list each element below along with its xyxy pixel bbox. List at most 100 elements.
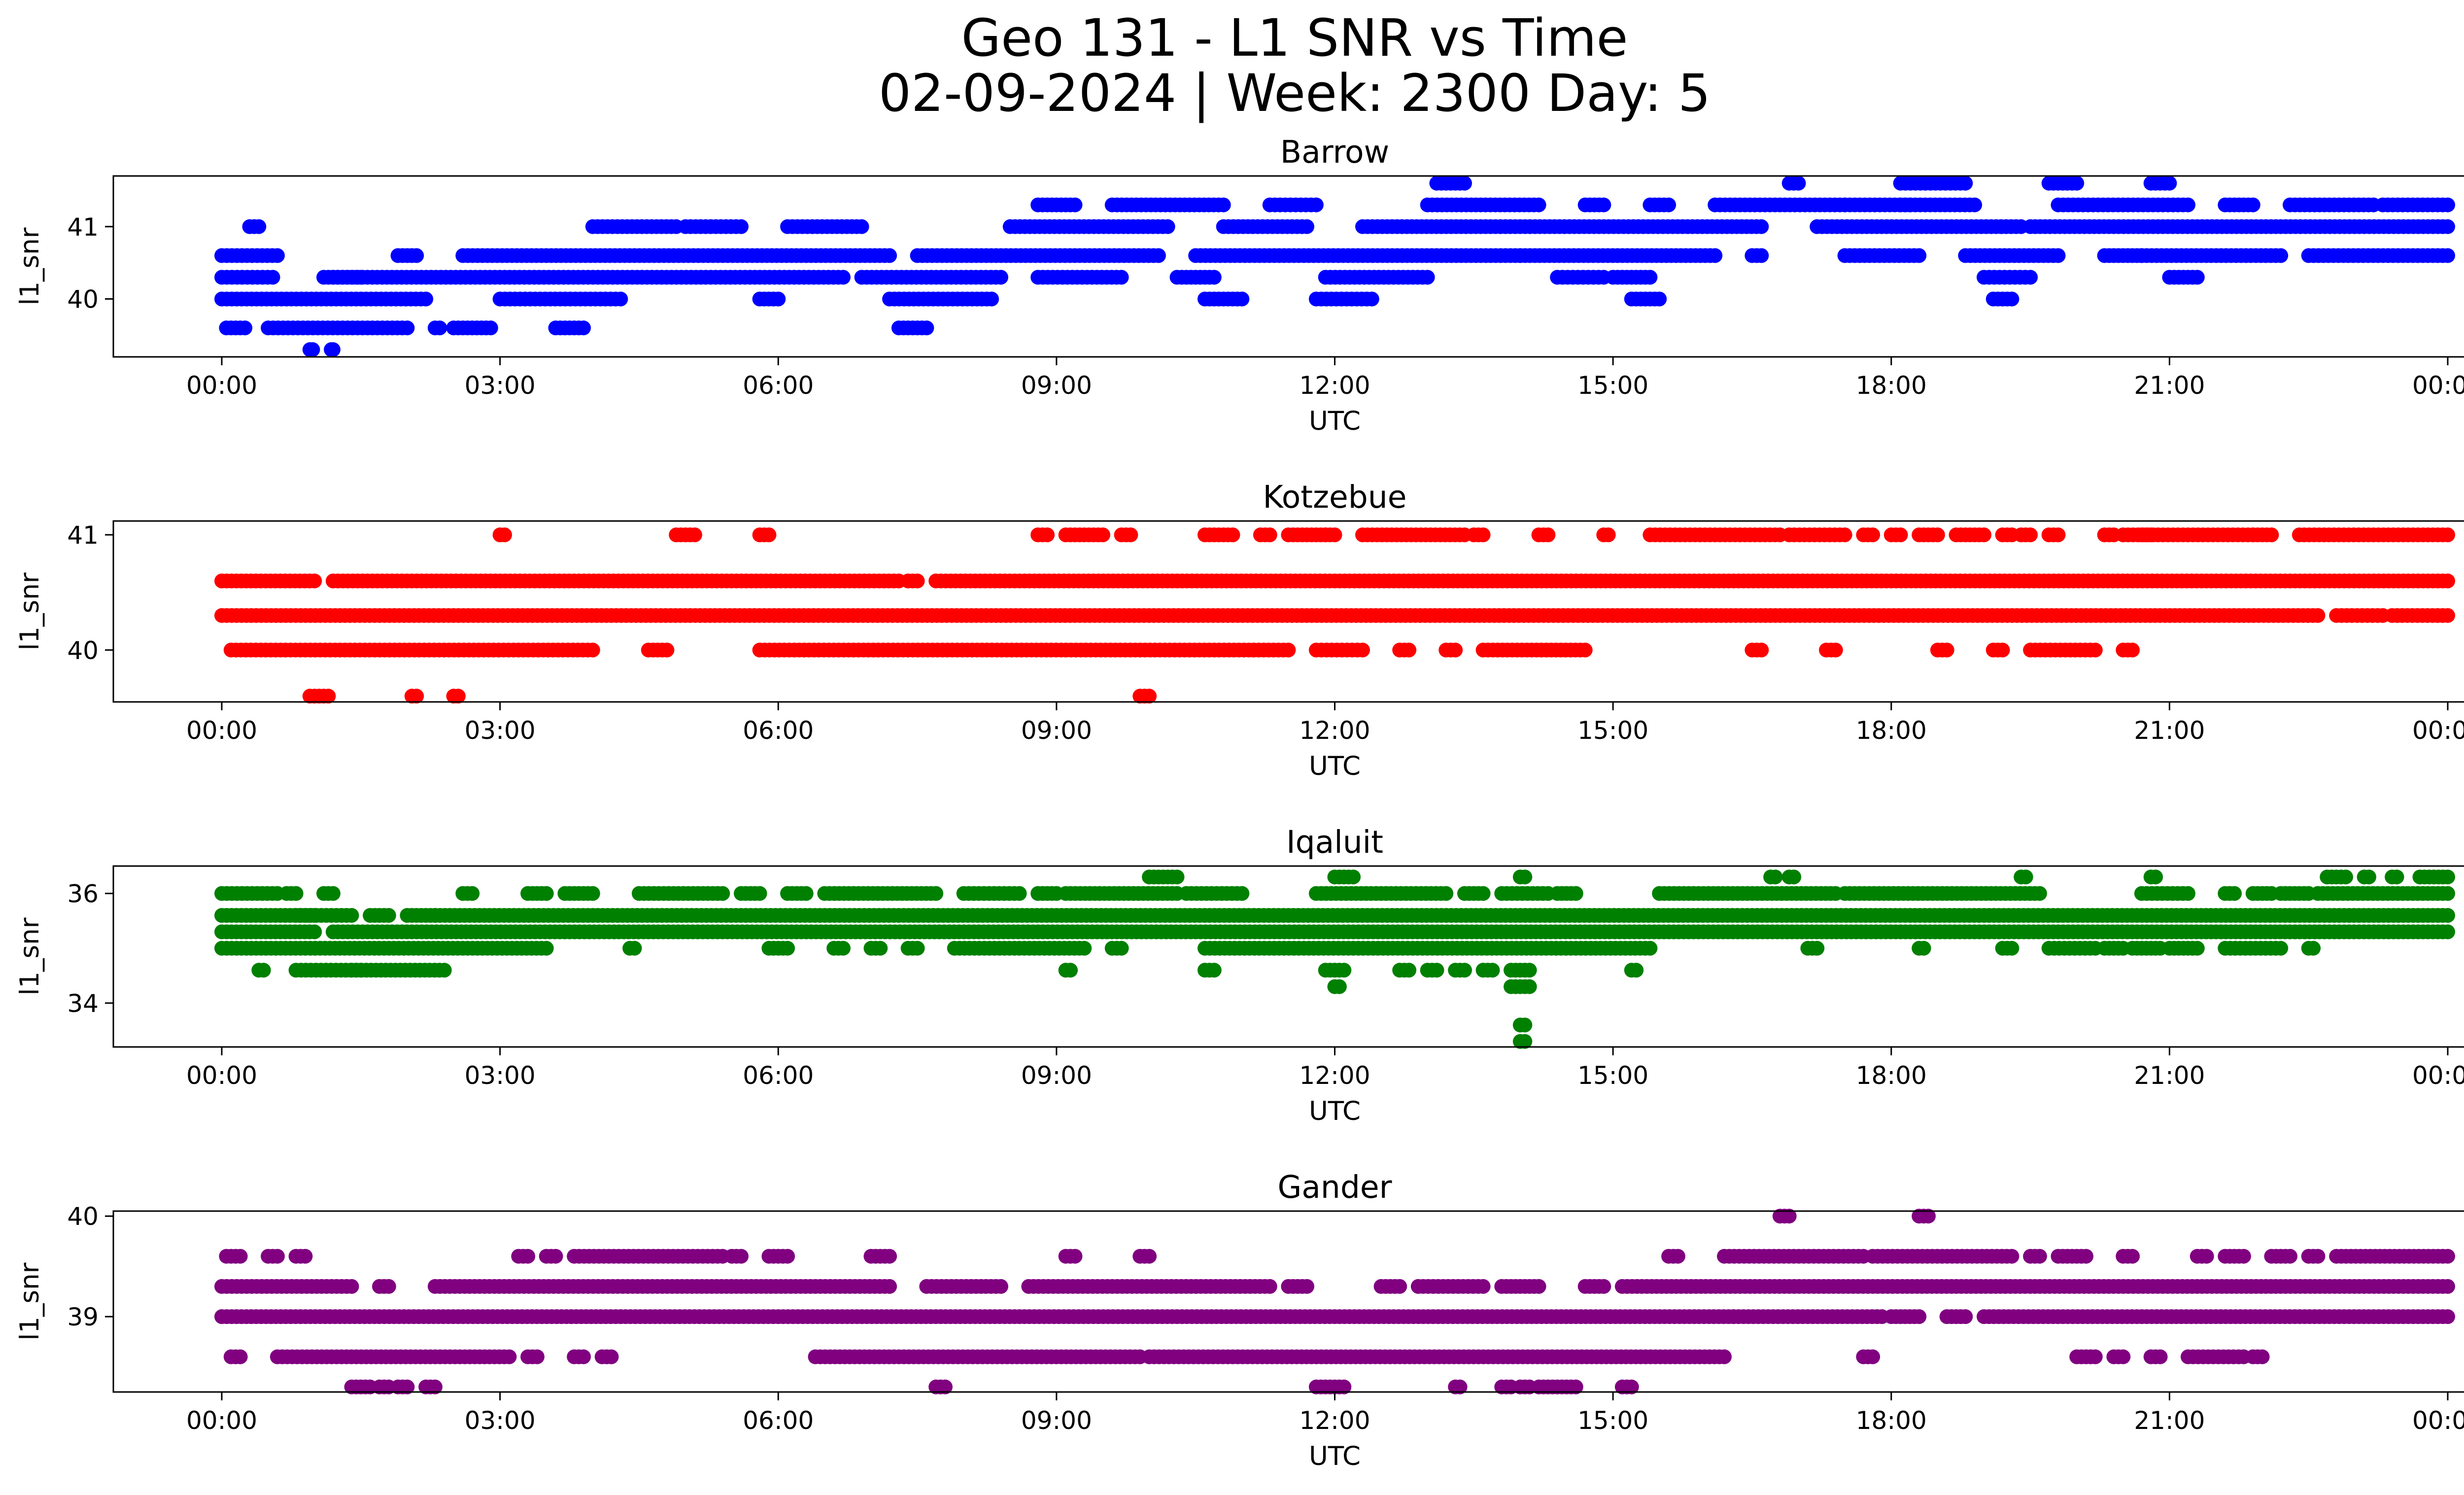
data-point: [1420, 270, 1435, 285]
data-point: [2190, 940, 2205, 956]
data-point: [400, 320, 415, 336]
data-point: [2338, 869, 2353, 885]
data-point: [873, 940, 888, 956]
data-point: [1402, 963, 1417, 978]
x-tick-label: 12:00: [1299, 371, 1370, 400]
data-point: [270, 248, 285, 263]
data-point: [1967, 197, 1983, 212]
data-point: [2264, 527, 2279, 543]
data-point: [1939, 642, 1954, 658]
data-point: [2440, 608, 2455, 623]
y-tick-label: 34: [67, 989, 99, 1018]
x-tick-label: 00:00: [2412, 1061, 2464, 1090]
data-point: [1123, 527, 1138, 543]
data-point: [1958, 175, 1973, 191]
data-point: [2440, 248, 2455, 263]
data-point: [1930, 527, 1945, 543]
data-point: [1717, 1349, 1732, 1364]
data-point: [1114, 270, 1129, 285]
data-point: [585, 886, 600, 901]
data-point: [919, 320, 934, 336]
data-point: [2273, 248, 2289, 263]
data-point: [2051, 527, 2066, 543]
data-point: [2440, 527, 2455, 543]
y-tick-label: 36: [67, 880, 99, 908]
x-tick-label: 06:00: [743, 716, 814, 745]
y-axis-label: l1_snr: [15, 227, 45, 305]
x-axis-label: UTC: [1309, 751, 1361, 781]
data-point: [409, 248, 424, 263]
data-point: [1810, 940, 1825, 956]
panel-title: Iqaluit: [1286, 824, 1383, 860]
data-point: [1475, 886, 1491, 901]
data-point: [2440, 886, 2455, 901]
data-point: [1402, 642, 1417, 658]
data-point: [984, 291, 999, 307]
y-axis-label: l1_snr: [15, 917, 45, 995]
data-point: [1308, 197, 1324, 212]
data-point: [576, 1349, 591, 1364]
x-tick-label: 09:00: [1021, 1061, 1092, 1090]
data-point: [1332, 979, 1347, 994]
data-point: [2069, 175, 2085, 191]
data-point: [1786, 869, 1802, 885]
data-point: [497, 527, 512, 543]
data-point: [1791, 175, 1806, 191]
x-tick-label: 15:00: [1577, 716, 1648, 745]
data-point: [1234, 291, 1250, 307]
data-point: [1429, 963, 1444, 978]
data-point: [1142, 689, 1157, 704]
x-tick-label: 03:00: [465, 371, 536, 400]
data-point: [1364, 291, 1379, 307]
data-point: [381, 908, 396, 923]
data-point: [2310, 608, 2326, 623]
data-point: [836, 270, 851, 285]
data-point: [771, 291, 786, 307]
x-tick-label: 00:00: [2412, 371, 2464, 400]
data-point: [1837, 527, 1852, 543]
x-axis-label: UTC: [1309, 406, 1361, 436]
data-point: [1475, 527, 1491, 543]
data-point: [2116, 1349, 2131, 1364]
data-point: [627, 940, 642, 956]
data-point: [798, 886, 814, 901]
data-point: [1522, 963, 1537, 978]
x-axis-label: UTC: [1309, 1096, 1361, 1126]
data-point: [2440, 197, 2455, 212]
data-point: [1754, 642, 1769, 658]
data-point: [256, 963, 271, 978]
data-point: [1160, 219, 1175, 234]
data-point: [2023, 527, 2038, 543]
data-point: [2440, 908, 2455, 923]
data-point: [2004, 940, 2019, 956]
data-point: [1517, 1017, 1533, 1033]
panel-title: Kotzebue: [1263, 479, 1407, 515]
data-point: [993, 270, 1008, 285]
data-point: [437, 963, 452, 978]
data-point: [1281, 642, 1296, 658]
y-tick-label: 41: [67, 213, 99, 242]
data-point: [1012, 886, 1027, 901]
data-point: [432, 320, 447, 336]
data-point: [1485, 963, 1500, 978]
data-point: [418, 291, 434, 307]
data-point: [2125, 642, 2140, 658]
x-tick-label: 00:00: [186, 371, 257, 400]
data-point: [1151, 248, 1166, 263]
x-tick-label: 09:00: [1021, 716, 1092, 745]
data-point: [2148, 869, 2163, 885]
x-tick-label: 21:00: [2134, 1061, 2205, 1090]
data-point: [2440, 219, 2455, 234]
data-point: [1652, 291, 1667, 307]
data-point: [238, 320, 253, 336]
data-point: [233, 1349, 248, 1364]
x-tick-label: 12:00: [1299, 1061, 1370, 1090]
data-point: [2255, 1349, 2270, 1364]
data-point: [761, 527, 777, 543]
data-point: [1828, 642, 1843, 658]
x-tick-label: 03:00: [465, 1061, 536, 1090]
data-point: [1114, 940, 1129, 956]
data-point: [1643, 940, 1658, 956]
